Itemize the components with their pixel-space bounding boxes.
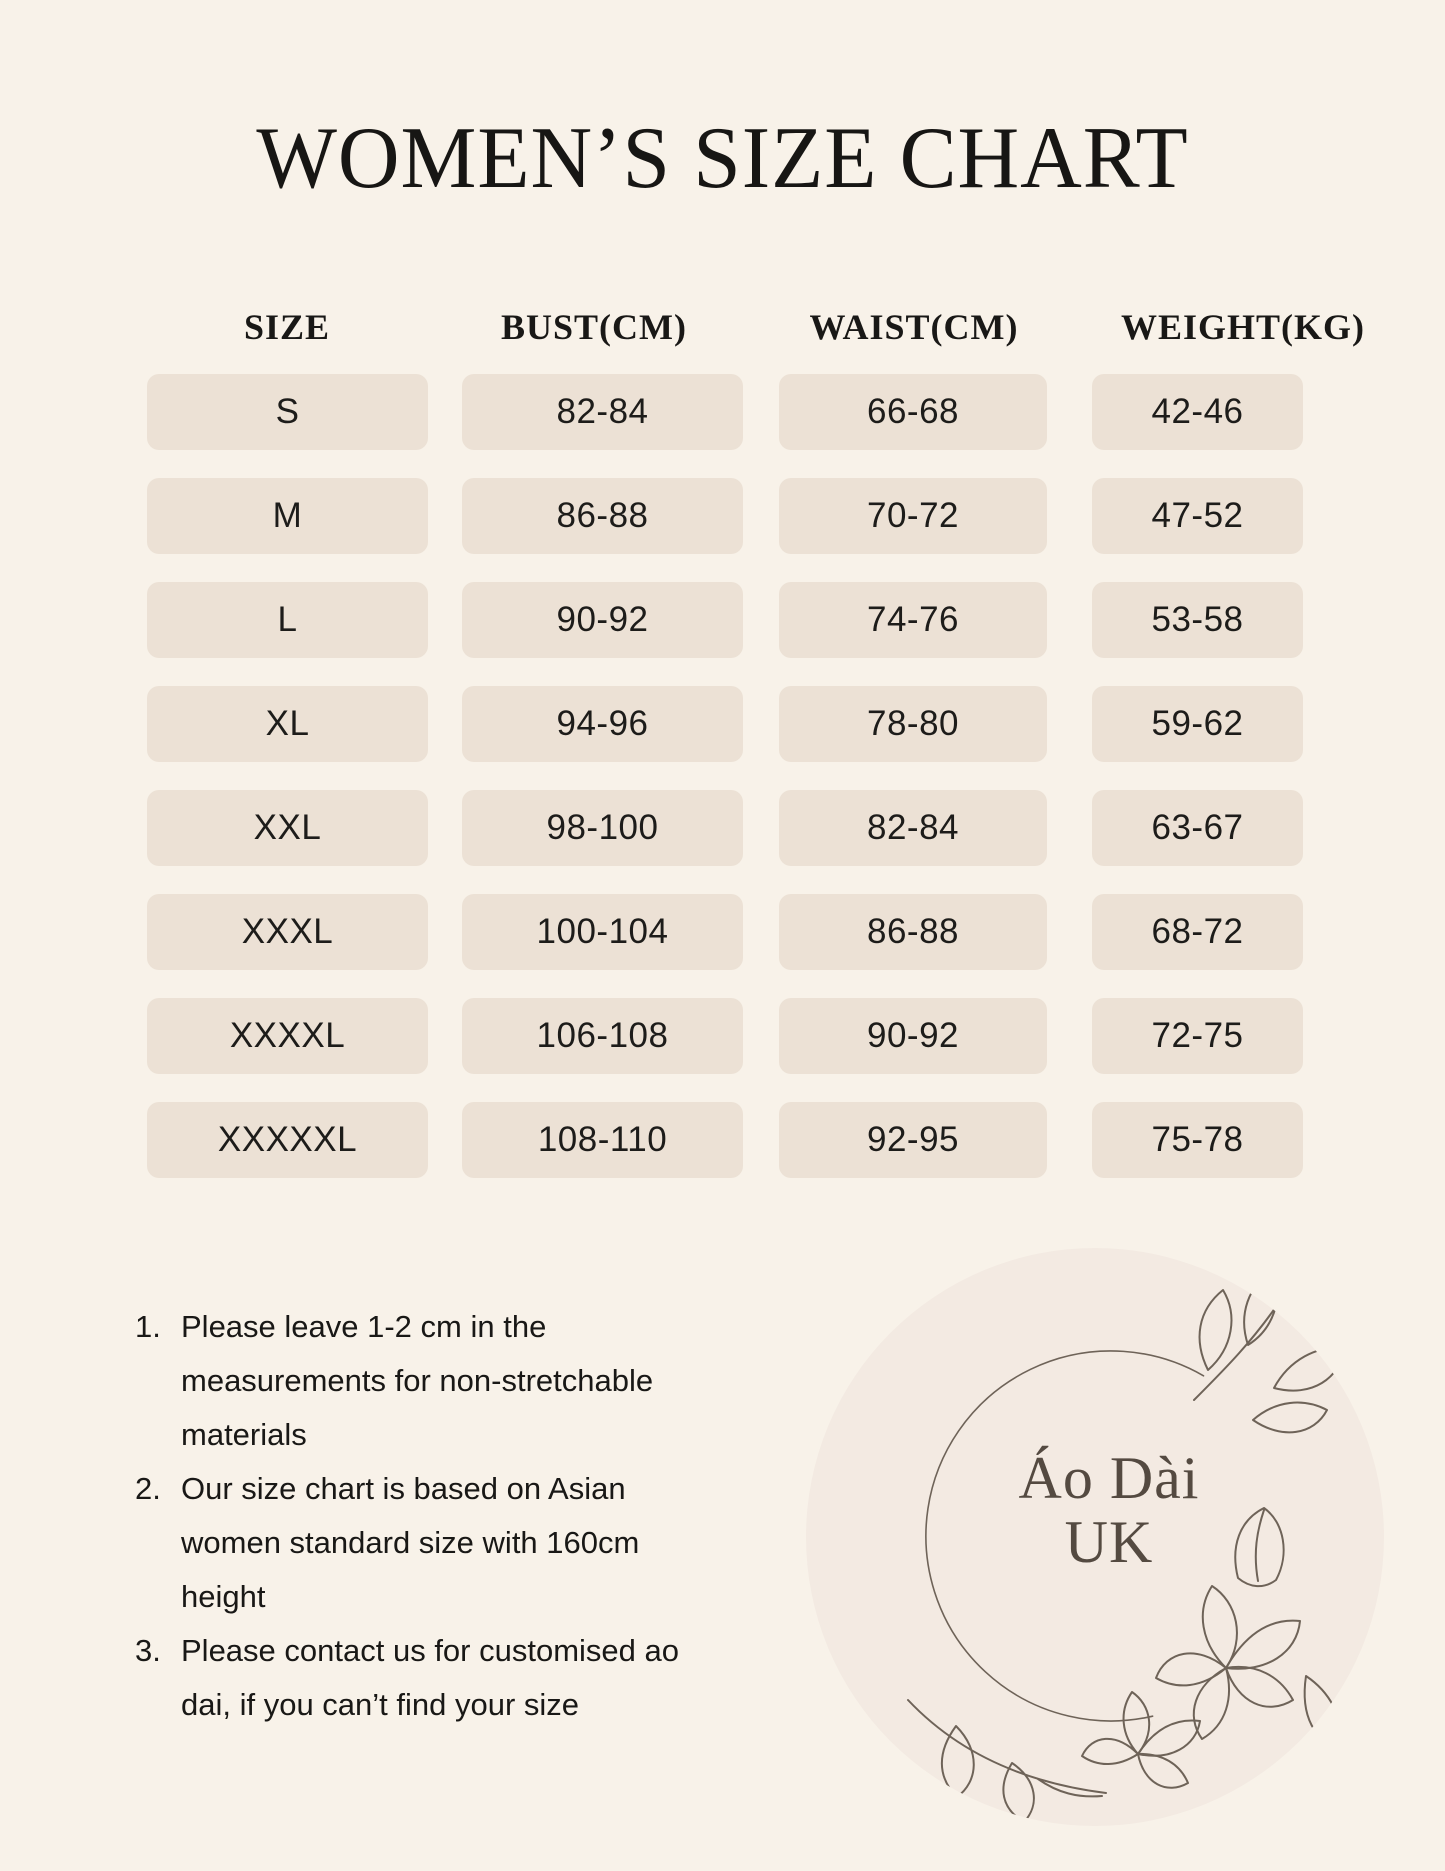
notes-list: Please leave 1-2 cm in the measurements …: [133, 1300, 801, 1732]
size-cell: XXXL: [147, 894, 428, 970]
column-header-size: SIZE: [243, 307, 331, 347]
column-header-bust: BUST(CM): [501, 307, 687, 347]
bust-cell: 106-108: [462, 998, 743, 1074]
bust-cell: 82-84: [462, 374, 743, 450]
waist-cell: 70-72: [779, 478, 1047, 554]
table-row: S 82-84 66-68 42-46: [0, 374, 1445, 450]
column-header-weight: WEIGHT(KG): [1120, 307, 1366, 347]
table-row: L 90-92 74-76 53-58: [0, 582, 1445, 658]
logo-brand-name: Áo Dài: [1018, 1445, 1200, 1511]
page-title: WOMEN’S SIZE CHART: [256, 110, 1189, 207]
size-cell: XXXXXL: [147, 1102, 428, 1178]
logo-wordmark: Áo Dài UK: [820, 1446, 1384, 1574]
table-header-row: SIZE BUST(CM) WAIST(CM) WEIGHT(KG): [0, 306, 1445, 356]
table-row: XL 94-96 78-80 59-62: [0, 686, 1445, 762]
size-cell: XXXXL: [147, 998, 428, 1074]
waist-cell: 82-84: [779, 790, 1047, 866]
weight-cell: 42-46: [1092, 374, 1303, 450]
weight-cell: 53-58: [1092, 582, 1303, 658]
weight-cell: 63-67: [1092, 790, 1303, 866]
table-row: XXXL 100-104 86-88 68-72: [0, 894, 1445, 970]
size-table: S 82-84 66-68 42-46 M 86-88 70-72 47-52 …: [0, 374, 1445, 1206]
note-item: Please contact us for customised ao dai,…: [135, 1624, 679, 1722]
bust-cell: 94-96: [462, 686, 743, 762]
brand-logo: Áo Dài UK: [806, 1248, 1384, 1826]
table-row: XXXXL 106-108 90-92 72-75: [0, 998, 1445, 1074]
weight-cell: 47-52: [1092, 478, 1303, 554]
column-header-waist: WAIST(CM): [809, 307, 1019, 347]
bust-cell: 86-88: [462, 478, 743, 554]
waist-cell: 74-76: [779, 582, 1047, 658]
logo-brand-region: UK: [1064, 1509, 1154, 1575]
size-cell: S: [147, 374, 428, 450]
size-cell: L: [147, 582, 428, 658]
waist-cell: 90-92: [779, 998, 1047, 1074]
waist-cell: 92-95: [779, 1102, 1047, 1178]
size-cell: XL: [147, 686, 428, 762]
bust-cell: 90-92: [462, 582, 743, 658]
waist-cell: 86-88: [779, 894, 1047, 970]
table-row: M 86-88 70-72 47-52: [0, 478, 1445, 554]
weight-cell: 72-75: [1092, 998, 1303, 1074]
bust-cell: 98-100: [462, 790, 743, 866]
bust-cell: 108-110: [462, 1102, 743, 1178]
weight-cell: 75-78: [1092, 1102, 1303, 1178]
weight-cell: 68-72: [1092, 894, 1303, 970]
waist-cell: 66-68: [779, 374, 1047, 450]
floral-wreath-icon: [907, 1269, 1346, 1823]
table-row: XXL 98-100 82-84 63-67: [0, 790, 1445, 866]
note-item: Our size chart is based on Asian women s…: [135, 1462, 640, 1614]
bust-cell: 100-104: [462, 894, 743, 970]
size-cell: XXL: [147, 790, 428, 866]
table-row: XXXXXL 108-110 92-95 75-78: [0, 1102, 1445, 1178]
note-item: Please leave 1-2 cm in the measurements …: [135, 1300, 654, 1452]
size-cell: M: [147, 478, 428, 554]
weight-cell: 59-62: [1092, 686, 1303, 762]
waist-cell: 78-80: [779, 686, 1047, 762]
